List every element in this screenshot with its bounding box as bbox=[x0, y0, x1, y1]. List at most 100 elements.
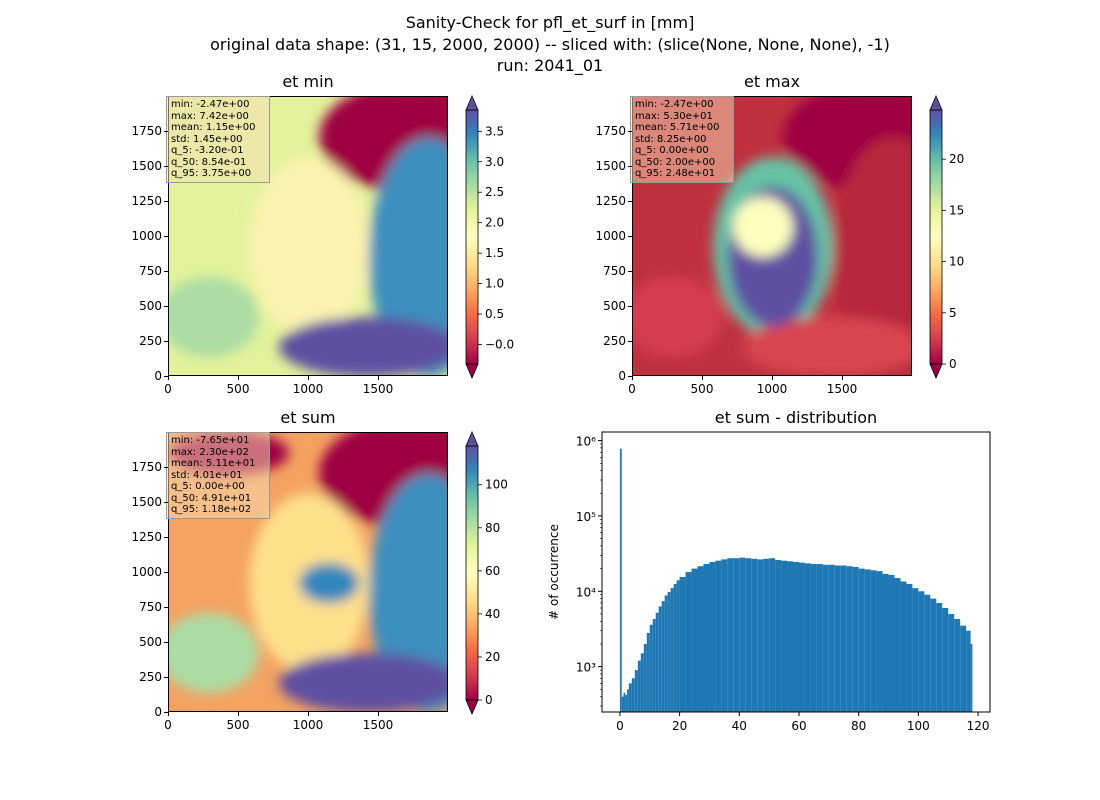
x-tick-mark bbox=[167, 712, 169, 716]
colorbar-tick-label: 1.5 bbox=[485, 246, 504, 260]
colorbar-tick-label: 2.0 bbox=[485, 216, 504, 230]
y-tick-mark bbox=[164, 340, 168, 342]
histogram-bar bbox=[942, 608, 949, 712]
stats-line: q_5: -3.20e-01 bbox=[171, 145, 244, 156]
y-tick-mark bbox=[628, 200, 632, 202]
colorbar-gradient bbox=[465, 109, 479, 365]
figure-title-line-1: Sanity-Check for pfl_et_surf in [mm] bbox=[405, 13, 695, 32]
histogram-bar bbox=[691, 568, 698, 712]
colorbar-tick-label: 0.5 bbox=[485, 307, 504, 321]
panel-et-min-plot bbox=[168, 96, 448, 376]
y-tick-mark bbox=[164, 165, 168, 167]
stats-line: min: -2.47e+00 bbox=[635, 99, 714, 110]
stats-line: std: 8.25e+00 bbox=[635, 133, 707, 145]
histogram-bar bbox=[864, 569, 871, 712]
histogram-bar bbox=[627, 689, 629, 712]
stats-line: q_95: 2.48e+01 bbox=[635, 168, 716, 179]
panel-et-sum-colorbar: 0 20 40 60 80 100 bbox=[465, 430, 508, 716]
stats-line: max: 2.30e+02 bbox=[171, 446, 249, 458]
y-tick-label: 1500 bbox=[595, 159, 626, 173]
histogram-bar bbox=[623, 692, 626, 712]
stats-line: mean: 5.11e+01 bbox=[171, 458, 256, 469]
colorbar-extend-max bbox=[465, 94, 479, 111]
colorbar-tick-label: 5 bbox=[949, 306, 957, 320]
histogram-bar bbox=[769, 558, 776, 712]
colorbar-tick-label: 20 bbox=[949, 152, 964, 166]
x-tick-label: 0 bbox=[164, 718, 172, 732]
y-tick-label: 1250 bbox=[131, 530, 162, 544]
stats-line: max: 7.42e+00 bbox=[171, 110, 249, 122]
y-tick-label: 0 bbox=[154, 705, 162, 719]
stats-line: q_5: 0.00e+00 bbox=[635, 145, 709, 156]
histogram-bar bbox=[828, 564, 835, 712]
colorbar-tick-label: 80 bbox=[485, 521, 500, 535]
y-tick-mark bbox=[628, 235, 632, 237]
histogram-bar bbox=[798, 562, 805, 712]
histogram-bar bbox=[870, 570, 877, 712]
histogram-bar bbox=[637, 660, 641, 712]
y-tick-label: 250 bbox=[139, 670, 162, 684]
colorbar-tick-label: 20 bbox=[485, 650, 500, 664]
x-tick-label: 500 bbox=[690, 382, 714, 396]
colorbar-gradient bbox=[929, 109, 943, 365]
y-tick-label: 0 bbox=[154, 369, 162, 383]
histogram-bar bbox=[628, 683, 632, 712]
x-tick-mark bbox=[631, 376, 633, 380]
y-tick-label: 500 bbox=[603, 299, 626, 313]
y-tick-label: 1000 bbox=[131, 565, 162, 579]
y-tick-label: 500 bbox=[139, 635, 162, 649]
y-tick-mark bbox=[164, 130, 168, 132]
stats-line: std: 4.01e+01 bbox=[171, 469, 243, 481]
y-tick-mark bbox=[628, 130, 632, 132]
histogram-bar bbox=[631, 678, 635, 712]
y-tick-mark bbox=[164, 375, 168, 377]
histogram-title: et sum - distribution bbox=[714, 408, 878, 427]
x-tick-label: 0 bbox=[164, 382, 172, 396]
histogram-bar bbox=[912, 588, 919, 712]
panel-et-sum-stats: min: -7.65e+01 max: 2.30e+02 mean: 5.11e+0… bbox=[166, 432, 270, 519]
histogram-bar bbox=[840, 565, 847, 712]
stats-line: min: -7.65e+01 bbox=[171, 435, 250, 446]
y-tick-label: 10³ bbox=[576, 661, 596, 675]
stats-line: std: 1.45e+00 bbox=[171, 133, 243, 145]
histogram-bar bbox=[721, 559, 728, 712]
colorbar-tick-label: 100 bbox=[485, 478, 508, 492]
histogram-bar bbox=[667, 591, 671, 712]
histogram-bar bbox=[643, 643, 647, 712]
y-tick-label: 10⁴ bbox=[576, 585, 596, 599]
histogram-bar bbox=[634, 670, 638, 712]
stats-line: q_95: 1.18e+02 bbox=[171, 504, 252, 515]
histogram-chart: 0 20 40 60 80 100 120 10³ 10⁴ 10⁵ 10⁶ # of occurren… bbox=[547, 431, 991, 733]
histogram-bar bbox=[775, 560, 782, 712]
histogram-bar bbox=[858, 568, 865, 712]
figure-title-line-3: run: 2041_01 bbox=[496, 56, 604, 75]
y-tick-label: 10⁶ bbox=[576, 435, 596, 449]
histogram-bar bbox=[733, 558, 740, 712]
x-tick-mark bbox=[377, 376, 379, 380]
x-tick-mark bbox=[841, 376, 843, 380]
figure-title-line-2: original data shape: (31, 15, 2000, 2000… bbox=[210, 35, 890, 54]
histogram-bars bbox=[619, 448, 973, 712]
y-tick-label: 1750 bbox=[131, 460, 162, 474]
x-tick-mark bbox=[377, 712, 379, 716]
y-tick-label: 1500 bbox=[131, 159, 162, 173]
histogram-bar bbox=[852, 567, 859, 712]
colorbar-gradient bbox=[465, 445, 479, 701]
colorbar-tick-label: 0 bbox=[485, 693, 493, 707]
y-axis-label: # of occurrence bbox=[547, 524, 561, 620]
histogram-bar bbox=[658, 606, 662, 712]
y-tick-mark bbox=[164, 501, 168, 503]
histogram-bar bbox=[661, 601, 665, 712]
colorbar-tick-label: 0 bbox=[949, 357, 957, 371]
x-tick-label: 500 bbox=[226, 718, 250, 732]
y-tick-label: 250 bbox=[139, 334, 162, 348]
colorbar-tick-label: −0.0 bbox=[485, 338, 514, 352]
histogram-bar bbox=[816, 564, 823, 712]
stats-line: q_50: 4.91e+01 bbox=[171, 492, 252, 504]
y-tick-label: 1750 bbox=[595, 124, 626, 138]
colorbar-tick-label: 3.0 bbox=[485, 155, 504, 169]
x-tick-label: 100 bbox=[907, 719, 930, 733]
histogram-bar bbox=[715, 560, 722, 712]
histogram-bar bbox=[621, 696, 624, 712]
histogram-bar bbox=[900, 581, 907, 712]
